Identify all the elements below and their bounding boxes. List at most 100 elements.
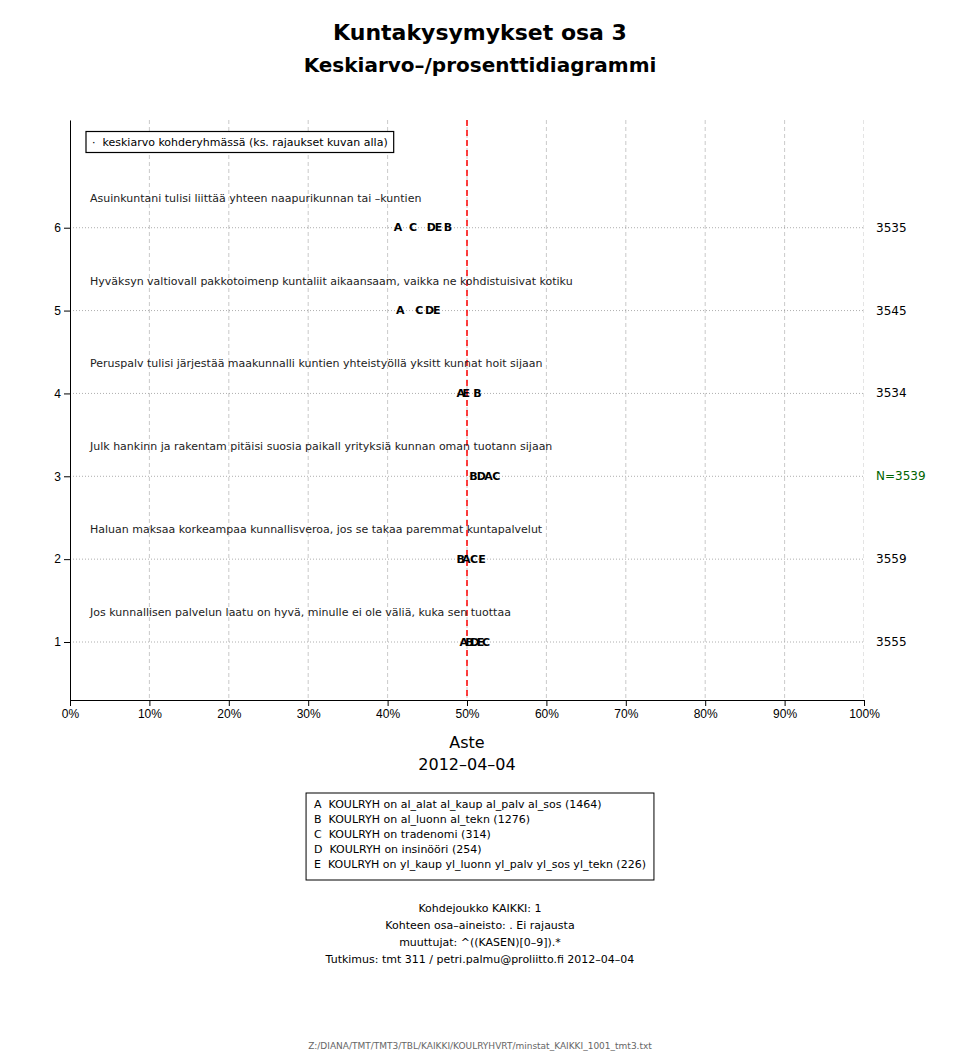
n-label: 3534 [876,386,907,400]
x-grid-line [546,120,547,700]
x-tick: 40% [376,700,400,721]
y-tick-label: 6 [54,221,61,235]
legend-entry: E KOULRYH on yl_kaup yl_luonn yl_palv yl… [314,858,646,871]
legend-entry: C KOULRYH on tradenomi (314) [314,828,491,841]
y-grid-line [70,227,864,228]
x-tick-label: 10% [138,707,162,721]
x-grid-line [705,120,706,700]
x-tick-label: 50% [455,707,479,721]
n-label: 3555 [876,635,907,649]
annotation: · keskiarvo kohderyhmässä (ks. rajaukset… [92,136,388,149]
x-tick-label: 90% [773,707,797,721]
series: ABDEC [460,636,491,649]
x-tick-mark [388,700,389,706]
point: B [444,221,452,234]
legend: A KOULRYH on al_alat al_kaup al_palv al_… [306,793,654,880]
y-tick-mark [64,311,70,312]
x-tick-mark [546,700,547,706]
n-label: 3545 [876,304,907,318]
y-tick: 3 [54,470,70,484]
series: BACE [456,553,485,566]
x-tick-mark [308,700,309,706]
y-tick-label: 3 [54,470,61,484]
x-tick-mark [785,700,786,706]
x-tick-label: 100% [849,707,880,721]
point: E [478,553,486,566]
y-tick-mark [64,642,70,643]
x-tick-label: 40% [376,707,400,721]
point: A [396,304,405,317]
x-tick: 0% [62,700,80,721]
subtitle: Keskiarvo–/prosenttidiagrammi [304,53,657,77]
x-tick-label: 20% [217,707,241,721]
point: C [470,553,478,566]
question: Julk hankinn ja rakentam pitäisi suosia … [89,440,552,453]
x-tick-mark [70,700,71,706]
question: Peruspalv tulisi järjestää maakunnalli k… [90,357,542,370]
footer-line: Kohteen osa–aineisto: . Ei rajausta [385,919,574,932]
x-axis-label: Aste [449,733,484,752]
footer-line: Kohdejoukko KAIKKI: 1 [418,902,541,915]
x-axis: 0%10%20%30%40%50%60%70%80%90%100% [62,700,880,721]
row-texts: Asuinkuntani tulisi liittää yhteen naapu… [89,192,926,649]
title: Kuntakysymykset osa 3 [333,20,627,45]
point: E [435,221,443,234]
y-axis-line [70,121,71,701]
x-tick: 100% [849,700,880,721]
n-label: N=3539 [876,469,926,483]
annotation-box: · keskiarvo kohderyhmässä (ks. rajaukset… [86,132,394,153]
x-tick-mark [229,700,230,706]
x-tick: 80% [694,700,718,721]
y-tick-mark [64,393,70,394]
question: Hyväksyn valtiovall pakkotoimenp kuntali… [90,275,573,288]
x-tick-label: 80% [694,707,718,721]
x-tick-mark [467,700,468,706]
question: Jos kunnallisen palvelun laatu on hyvä, … [89,606,511,619]
series: ACDEB [394,221,452,234]
file-path: Z:/DIANA/TMT/TMT3/TBL/KAIKKI/KOULRYHVRT/… [308,1041,652,1051]
y-tick: 2 [54,552,70,566]
point: E [462,387,470,400]
x-tick: 70% [614,700,638,721]
n-label: 3535 [876,221,907,235]
x-tick: 50% [455,700,479,721]
x-tick: 60% [535,700,559,721]
y-tick: 5 [54,304,70,318]
chart: Kuntakysymykset osa 3 Keskiarvo–/prosentt… [0,0,960,1061]
x-tick-mark [149,700,150,706]
x-tick-mark [626,700,627,706]
question: Haluan maksaa korkeampaa kunnallisveroa,… [90,523,543,536]
point: C [482,636,490,649]
plot-area: ACDEBACDEAEBBDACBACEABDEC [70,120,864,700]
point: A [394,221,403,234]
y-tick-label: 2 [54,552,61,566]
point: C [492,470,500,483]
x-tick-mark [705,700,706,706]
y-tick-mark [64,228,70,229]
point: C [415,304,423,317]
y-tick: 6 [54,221,70,235]
series: ACDE [396,304,441,317]
x-grid-line [625,120,626,700]
x-grid-line [864,120,865,700]
footer-line: Tutkimus: tmt 311 / petri.palmu@proliitt… [325,953,635,966]
x-grid-line [70,120,71,700]
point: E [433,304,441,317]
x-tick-mark [864,700,865,706]
y-tick-label: 1 [54,635,61,649]
y-tick-mark [64,559,70,560]
x-axis-label: 2012–04–04 [418,755,515,774]
y-tick: 4 [54,387,70,401]
y-tick-label: 4 [54,387,61,401]
legend-entry: D KOULRYH on insinööri (254) [314,843,481,856]
y-tick: 1 [54,635,70,649]
point: C [409,221,417,234]
question: Asuinkuntani tulisi liittää yhteen naapu… [90,192,421,205]
y-axis: 1 2 3 4 5 6 [54,121,70,701]
x-tick-label: 70% [614,707,638,721]
series: BDAC [469,470,500,483]
series: AEB [456,387,481,400]
annotation-frame [86,132,394,153]
legend-frame [306,793,654,880]
point: B [473,387,481,400]
